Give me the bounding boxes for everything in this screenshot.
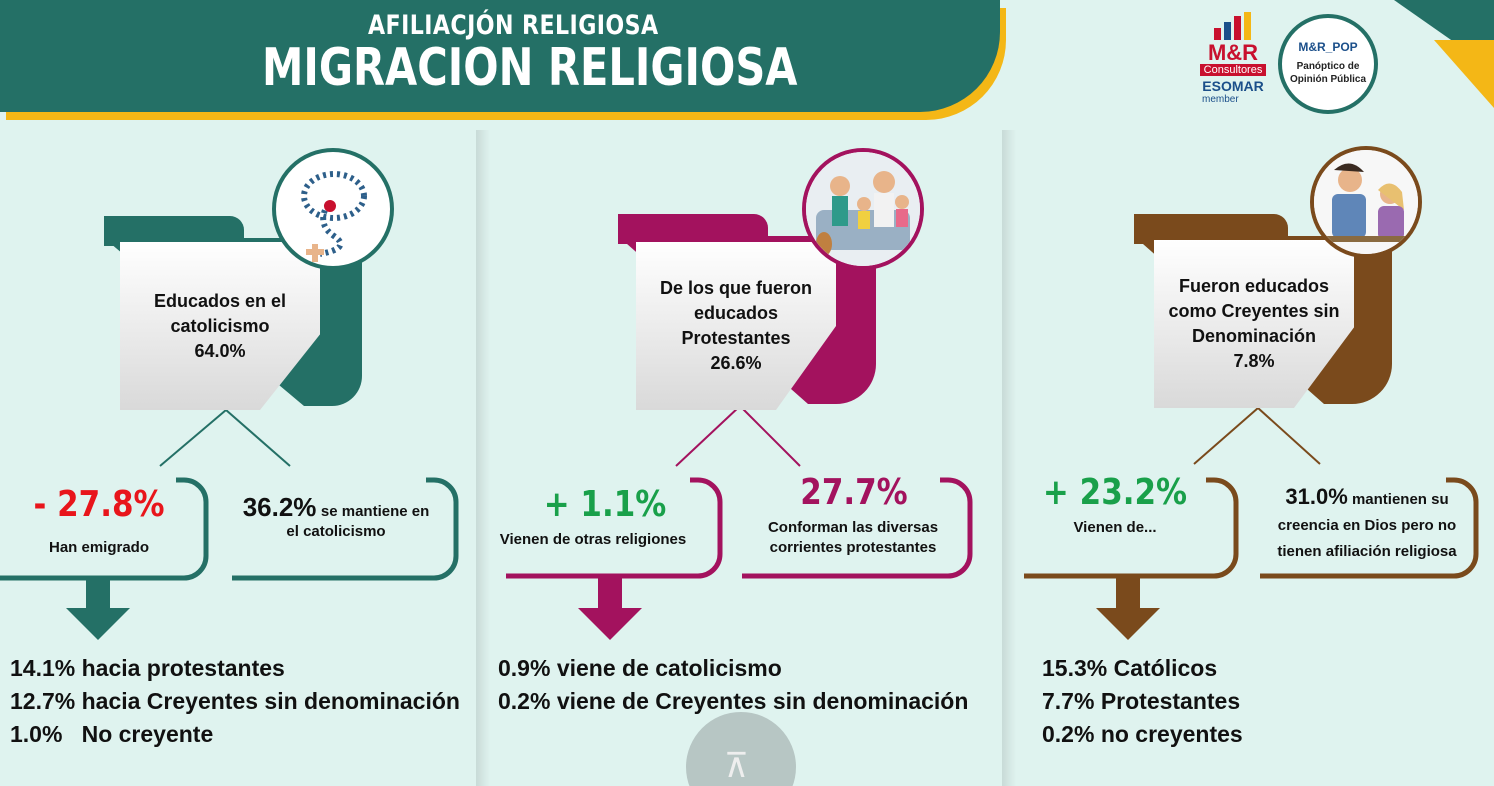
pop-logo-tagline: Panóptico de Opinión Pública bbox=[1282, 60, 1374, 86]
card-value: 7.8% bbox=[1233, 351, 1275, 371]
list-item: 15.3% Católicos bbox=[1042, 655, 1218, 681]
page-title: MIGRACION RELIGIOSA bbox=[262, 38, 798, 98]
bracket-frames bbox=[506, 477, 973, 579]
list-item: 12.7% hacia Creyentes sin denominación bbox=[10, 688, 460, 714]
belief-headline: 31.0% mantienen su bbox=[1262, 484, 1472, 513]
emigrated-percent: - 27.8% bbox=[33, 484, 165, 525]
category-card: De los que fueron educados Protestantes … bbox=[636, 242, 836, 410]
origin-list: 0.9% viene de catolicismo 0.2% viene de … bbox=[498, 652, 968, 718]
remain-inline: se mantiene en bbox=[320, 503, 430, 520]
pop-logo-line1: Panóptico de bbox=[1296, 61, 1360, 72]
list-item: 14.1% hacia protestantes bbox=[10, 655, 285, 681]
card-line: Educados en el bbox=[153, 290, 287, 311]
praying-people-icon bbox=[1310, 146, 1422, 258]
origin-list: 15.3% Católicos 7.7% Protestantes 0.2% n… bbox=[1042, 652, 1243, 751]
card-line: Denominación bbox=[1191, 326, 1316, 346]
remain-percent: 36.2% bbox=[242, 492, 317, 522]
belief-label-line: tienen afiliación religiosa bbox=[1277, 543, 1457, 560]
card-line: De los que fueron bbox=[659, 278, 812, 298]
bracket-frames bbox=[1024, 477, 1479, 579]
protestant-label-line: Conforman las diversas bbox=[767, 519, 939, 536]
belief-block: 31.0% mantienen su creencia en Dios pero… bbox=[1262, 484, 1472, 565]
list-item: 1.0% No creyente bbox=[10, 721, 214, 747]
card-line: Protestantes bbox=[681, 328, 791, 348]
remain-block: 36.2% se mantiene en el catolicismo bbox=[226, 492, 446, 540]
card-line: como Creyentes sin bbox=[1168, 301, 1340, 321]
column-divider bbox=[476, 130, 490, 786]
mr-consultores-logo: M&R Consultores ESOMAR member bbox=[1198, 10, 1270, 110]
belief-label-line: creencia en Dios pero no bbox=[1277, 517, 1457, 534]
incoming-label: Vienen de... bbox=[1073, 519, 1157, 536]
protestant-label: Conforman las diversas corrientes protes… bbox=[740, 518, 966, 558]
remain-label: el catolicismo bbox=[286, 523, 386, 540]
protestant-percent: 27.7% bbox=[800, 472, 908, 513]
mr-logo-member: member bbox=[1202, 94, 1239, 105]
pop-logo-name: M&R_POP bbox=[1298, 40, 1358, 54]
incoming-label: Vienen de otras religiones bbox=[499, 531, 687, 548]
belief-percent: 31.0% bbox=[1285, 484, 1348, 509]
emigrated-label: Han emigrado bbox=[48, 539, 150, 556]
mr-logo-consultores: Consultores bbox=[1200, 64, 1266, 76]
incoming-percent: + 23.2% bbox=[1042, 472, 1188, 513]
card-line: Fueron educados bbox=[1178, 276, 1330, 296]
down-arrow-icon bbox=[1096, 578, 1160, 640]
bar-graph-icon bbox=[1214, 12, 1251, 40]
list-item: 0.2% viene de Creyentes sin denominación bbox=[498, 688, 969, 714]
family-reading-icon bbox=[802, 148, 924, 270]
bracket-frames bbox=[0, 477, 459, 581]
down-arrow-icon bbox=[578, 578, 642, 640]
corner-decoration bbox=[1394, 0, 1494, 108]
protestant-label-line: corrientes protestantes bbox=[769, 539, 937, 556]
mr-pop-logo: M&R_POP Panóptico de Opinión Pública bbox=[1278, 14, 1378, 114]
card-value: 64.0% bbox=[194, 340, 246, 361]
list-item: 0.2% no creyentes bbox=[1042, 721, 1243, 747]
list-item: 7.7% Protestantes bbox=[1042, 688, 1241, 714]
pop-logo-line2: Opinión Pública bbox=[1289, 74, 1367, 85]
chevron-up-icon: ⊼ bbox=[724, 747, 749, 785]
belief-inline: mantienen su bbox=[1351, 491, 1449, 508]
header-banner bbox=[0, 0, 1000, 112]
card-line: educados bbox=[693, 303, 779, 323]
list-item: 0.9% viene de catolicismo bbox=[498, 655, 782, 681]
mr-logo-text: M&R bbox=[1207, 40, 1259, 65]
header-subtitle: AFILIACJÓN RELIGIOSA bbox=[368, 10, 659, 41]
column-divider bbox=[1002, 130, 1016, 786]
down-arrow-icon bbox=[66, 578, 130, 640]
card-value: 26.6% bbox=[710, 353, 762, 373]
incoming-percent: + 1.1% bbox=[543, 484, 667, 525]
card-line: catolicismo bbox=[170, 315, 270, 336]
mr-logo-esomar: ESOMAR bbox=[1202, 78, 1264, 94]
rosary-icon bbox=[272, 148, 394, 270]
emigration-list: 14.1% hacia protestantes 12.7% hacia Cre… bbox=[10, 652, 460, 751]
